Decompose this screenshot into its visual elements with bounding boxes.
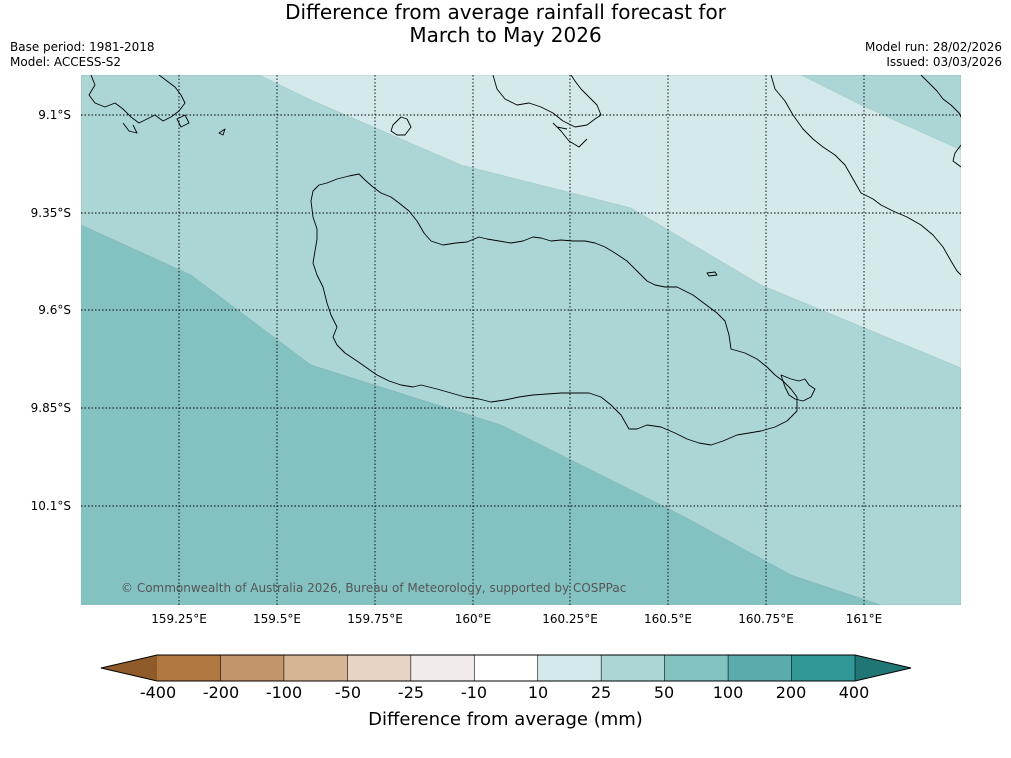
lon-label-8: 161°E: [845, 612, 883, 626]
coastlines: [88, 75, 961, 446]
colorbar-label-6: -10: [460, 683, 488, 702]
lat-label-2: 9.35°S: [30, 206, 71, 220]
colorbar-segment: [537, 655, 602, 681]
coastline-small-islet: [706, 271, 718, 277]
lat-label-3: 9.6°S: [38, 303, 71, 317]
base-period-text: Base period: 1981-2018: [10, 40, 155, 54]
lon-label-7: 160.75°E: [738, 612, 794, 626]
model-name-text: Model: ACCESS-S2: [10, 55, 122, 69]
colorbar-label-11: 200: [775, 683, 807, 702]
title-line-2: March to May 2026: [409, 23, 602, 47]
colorbar-label-7: 10: [527, 683, 549, 702]
coastline-malaita: [770, 75, 961, 276]
zone-10-to-25: [258, 75, 961, 369]
lon-label-6: 160.5°E: [644, 612, 692, 626]
coastline-russell-islands: [88, 75, 226, 136]
colorbar-segment: [474, 655, 539, 681]
colorbar-label-12: 400: [838, 683, 870, 702]
model-run-text: Model run: 28/02/2026: [864, 40, 1002, 54]
lon-label-5: 160.25°E: [542, 612, 598, 626]
colorbar-segment: [601, 655, 666, 681]
colorbar-segment: [664, 655, 729, 681]
lat-label-5: 10.1°S: [30, 499, 71, 513]
colorbar-label-8: 25: [590, 683, 612, 702]
coastline-savo-island: [390, 116, 412, 136]
colorbar-label-4: -50: [334, 683, 362, 702]
map-canvas: © Commonwealth of Australia 2026, Bureau…: [81, 75, 961, 605]
colorbar-segment: [410, 655, 475, 681]
colorbar-segment: [728, 655, 793, 681]
issued-text: Issued: 03/03/2026: [886, 55, 1002, 69]
lon-label-2: 159.5°E: [253, 612, 301, 626]
colorbar-segment: [283, 655, 348, 681]
lon-label-4: 160°E: [454, 612, 492, 626]
map-title: Difference from average rainfall forecas…: [0, 1, 1011, 47]
model-info: Base period: 1981-2018 Model: ACCESS-S2: [10, 40, 155, 70]
colorbar-segment: [220, 655, 285, 681]
lat-label-1: 9.1°S: [38, 108, 71, 122]
colorbar-outline: [100, 654, 912, 682]
colorbar-label-9: 50: [653, 683, 675, 702]
colorbar-segment: [101, 655, 157, 681]
copyright-text: © Commonwealth of Australia 2026, Bureau…: [121, 581, 626, 595]
colorbar: [100, 654, 912, 682]
coastline-marau-islets: [780, 374, 816, 402]
colorbar-label-5: -25: [397, 683, 425, 702]
colorbar-label-3: -100: [265, 683, 303, 702]
rainfall-map: © Commonwealth of Australia 2026, Bureau…: [81, 75, 961, 605]
coastline-guadalcanal: [310, 173, 798, 446]
colorbar-title: Difference from average (mm): [368, 709, 643, 730]
colorbar-label-1: -400: [139, 683, 177, 702]
colorbar-label-2: -200: [202, 683, 240, 702]
issue-info: Model run: 28/02/2026 Issued: 03/03/2026: [865, 40, 1002, 70]
lon-label-3: 159.75°E: [347, 612, 403, 626]
colorbar-segment: [157, 655, 221, 681]
colorbar-segment: [855, 655, 911, 681]
lon-label-1: 159.25°E: [151, 612, 207, 626]
coastline-florida-islands: [492, 75, 602, 148]
title-line-1: Difference from average rainfall forecas…: [285, 0, 726, 24]
graticule: [81, 75, 961, 605]
lat-label-4: 9.85°S: [30, 401, 71, 415]
colorbar-segment: [347, 655, 412, 681]
coastline-nggela-east: [920, 75, 961, 118]
colorbar-segment: [791, 655, 856, 681]
colorbar-label-10: 100: [712, 683, 744, 702]
